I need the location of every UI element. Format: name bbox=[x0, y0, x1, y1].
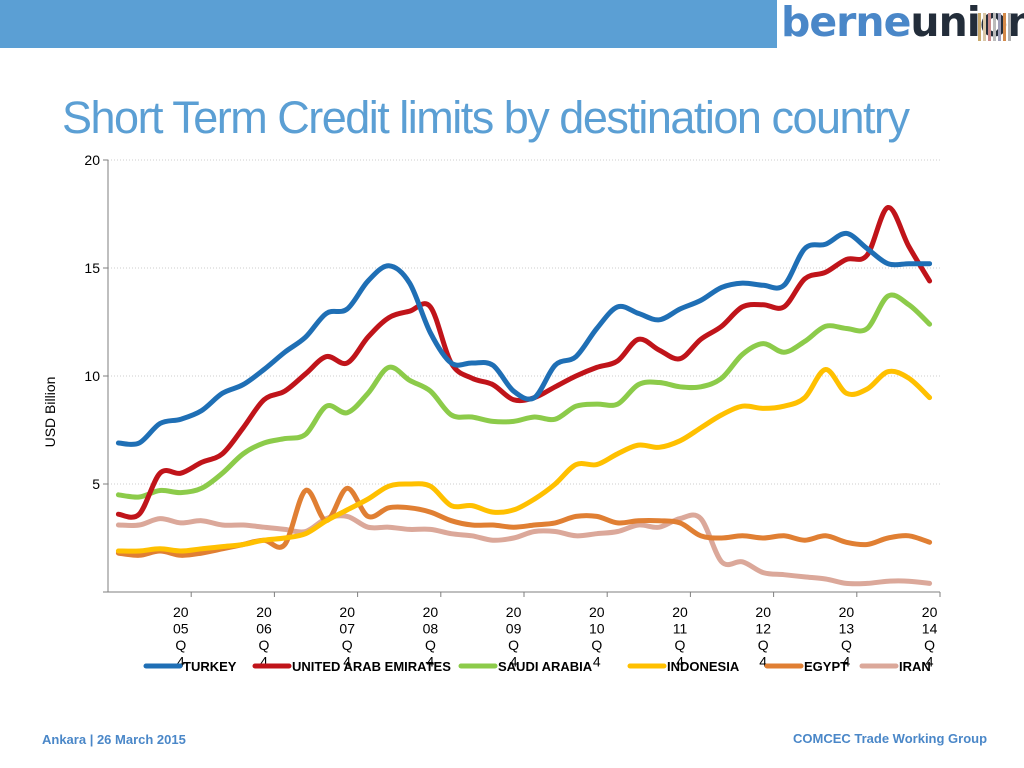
logo-stripe bbox=[983, 13, 986, 41]
footer-location-date: Ankara | 26 March 2015 bbox=[42, 732, 186, 747]
x-tick-label: 20 06 Q 4 bbox=[256, 604, 272, 670]
chart-axes: 5 10 15 20 20 05 Q 4 20 06 Q 4 20 07 Q 4 20 08 Q 4 20 09 Q 4 20 1… bbox=[84, 152, 941, 670]
y-tick-label: 10 bbox=[84, 368, 100, 384]
legend-label-saudi-arabia: SAUDI ARABIA bbox=[498, 659, 593, 674]
logo-stripes-icon bbox=[978, 13, 1016, 41]
logo-stripe bbox=[1008, 13, 1011, 41]
legend-label-turkey: TURKEY bbox=[183, 659, 237, 674]
y-tick-label: 20 bbox=[84, 152, 100, 168]
y-tick-label: 5 bbox=[92, 476, 100, 492]
header-bar: berneunion bbox=[0, 0, 1024, 48]
x-tick-label: 20 10 Q 4 bbox=[589, 604, 605, 670]
legend-label-indonesia: INDONESIA bbox=[667, 659, 740, 674]
logo-stripe bbox=[993, 13, 996, 41]
slide-title: Short Term Credit limits by destination … bbox=[62, 92, 910, 143]
chart-series bbox=[115, 205, 933, 587]
chart-gridlines bbox=[108, 159, 940, 485]
x-tick-label: 20 08 Q 4 bbox=[423, 604, 439, 670]
series-line-turkey bbox=[115, 230, 933, 447]
y-tick-label: 15 bbox=[84, 260, 100, 276]
series-line-iran bbox=[115, 512, 933, 587]
logo-stripe bbox=[978, 13, 981, 41]
x-tick-label: 20 09 Q 4 bbox=[506, 604, 522, 670]
logo-text-berne: berne bbox=[781, 0, 911, 46]
x-tick-label: 20 05 Q 4 bbox=[173, 604, 189, 670]
x-tick-label: 20 07 Q 4 bbox=[339, 604, 355, 670]
legend-label-iran: IRAN bbox=[899, 659, 931, 674]
legend-label-egypt: EGYPT bbox=[804, 659, 848, 674]
logo-stripe bbox=[988, 13, 991, 41]
series-line-united-arab-emirates bbox=[115, 205, 933, 520]
legend-label-united-arab-emirates: UNITED ARAB EMIRATES bbox=[292, 659, 451, 674]
logo-stripe bbox=[998, 13, 1001, 41]
x-tick-label: 20 14 Q 4 bbox=[922, 604, 938, 670]
x-tick-label: 20 12 Q 4 bbox=[755, 604, 771, 670]
x-tick-label: 20 13 Q 4 bbox=[839, 604, 855, 670]
series-line-saudi-arabia bbox=[115, 292, 933, 500]
x-tick-label: 20 11 Q 4 bbox=[672, 604, 688, 670]
chart-legend: TURKEY UNITED ARAB EMIRATES SAUDI ARABIA IN… bbox=[143, 659, 931, 674]
logo-stripe bbox=[1003, 13, 1006, 41]
footer-organization: COMCEC Trade Working Group bbox=[793, 731, 988, 746]
berne-union-logo: berneunion bbox=[777, 0, 1024, 48]
series-line-indonesia bbox=[115, 367, 933, 554]
